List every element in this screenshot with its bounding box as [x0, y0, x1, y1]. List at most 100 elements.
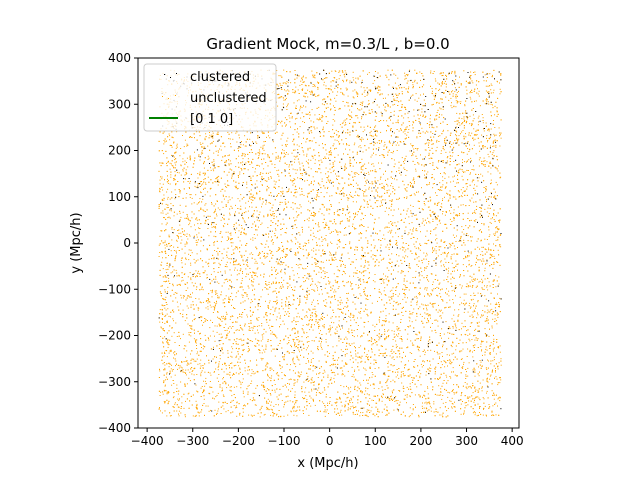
unclustered-point — [363, 326, 365, 328]
unclustered-point — [356, 270, 358, 271]
unclustered-point — [316, 285, 318, 287]
unclustered-point — [394, 82, 396, 84]
unclustered-point — [440, 309, 442, 311]
unclustered-point — [268, 324, 270, 326]
unclustered-point — [163, 143, 165, 145]
unclustered-point — [421, 405, 423, 407]
unclustered-point — [385, 320, 387, 322]
unclustered-point — [220, 219, 222, 221]
unclustered-point — [407, 333, 409, 335]
unclustered-point — [467, 235, 469, 237]
unclustered-point — [222, 217, 223, 219]
unclustered-point — [273, 405, 275, 407]
unclustered-point — [398, 170, 400, 171]
unclustered-point — [486, 373, 488, 375]
unclustered-point — [414, 81, 416, 83]
unclustered-point — [264, 413, 266, 415]
unclustered-point — [374, 181, 376, 183]
unclustered-point — [420, 154, 421, 156]
unclustered-point — [341, 374, 343, 376]
unclustered-point — [444, 141, 445, 143]
unclustered-point — [458, 101, 460, 103]
unclustered-point — [247, 346, 249, 347]
unclustered-point — [339, 296, 341, 298]
unclustered-point — [182, 313, 184, 315]
unclustered-point — [463, 118, 465, 120]
unclustered-point — [234, 267, 236, 269]
unclustered-point — [293, 379, 295, 381]
unclustered-point — [247, 373, 249, 375]
unclustered-point — [461, 328, 462, 330]
unclustered-point — [392, 152, 394, 154]
unclustered-point — [465, 342, 467, 344]
unclustered-point — [386, 381, 388, 383]
unclustered-point — [434, 373, 436, 375]
unclustered-point — [297, 89, 299, 91]
unclustered-point — [434, 367, 436, 369]
unclustered-point — [338, 202, 340, 204]
unclustered-point — [400, 272, 402, 274]
unclustered-point — [357, 402, 359, 404]
unclustered-point — [218, 374, 220, 375]
unclustered-point — [363, 91, 365, 93]
unclustered-point — [368, 277, 370, 279]
unclustered-point — [205, 182, 207, 184]
unclustered-point — [438, 385, 440, 387]
unclustered-point — [241, 316, 243, 318]
unclustered-point — [361, 392, 363, 394]
unclustered-point — [292, 370, 294, 372]
unclustered-point — [321, 313, 322, 315]
unclustered-point — [359, 271, 361, 273]
unclustered-point — [374, 138, 376, 140]
unclustered-point — [441, 75, 443, 77]
unclustered-point — [454, 70, 456, 72]
unclustered-point — [491, 256, 493, 257]
unclustered-point — [284, 82, 286, 84]
unclustered-point — [392, 287, 394, 289]
unclustered-point — [459, 304, 461, 306]
unclustered-point — [471, 276, 473, 278]
unclustered-point — [415, 319, 417, 321]
unclustered-point — [295, 196, 297, 198]
unclustered-point — [409, 386, 411, 388]
unclustered-point — [282, 284, 284, 286]
unclustered-point — [236, 329, 238, 331]
unclustered-point — [485, 190, 487, 192]
unclustered-point — [467, 141, 469, 143]
unclustered-point — [382, 310, 384, 312]
unclustered-point — [391, 182, 393, 184]
unclustered-point — [381, 93, 383, 95]
unclustered-point — [257, 131, 259, 133]
unclustered-point — [424, 351, 426, 353]
unclustered-point — [392, 379, 394, 381]
unclustered-point — [482, 163, 484, 165]
unclustered-point — [415, 168, 417, 170]
unclustered-point — [220, 333, 222, 335]
unclustered-point — [280, 270, 282, 272]
unclustered-point — [200, 350, 202, 352]
unclustered-point — [214, 250, 216, 251]
unclustered-point — [357, 356, 359, 358]
unclustered-point — [271, 331, 273, 333]
unclustered-point — [281, 152, 283, 153]
unclustered-point — [466, 153, 468, 155]
unclustered-point — [215, 294, 217, 295]
unclustered-point — [202, 198, 204, 200]
unclustered-point — [309, 117, 310, 119]
unclustered-point — [367, 321, 369, 323]
unclustered-point — [439, 282, 441, 284]
unclustered-point — [252, 216, 254, 218]
unclustered-point — [412, 277, 414, 278]
unclustered-point — [487, 141, 488, 143]
unclustered-point — [161, 162, 163, 164]
unclustered-point — [351, 261, 353, 263]
unclustered-point — [439, 293, 441, 295]
unclustered-point — [406, 287, 408, 288]
unclustered-point — [373, 384, 375, 386]
unclustered-point — [337, 234, 339, 236]
unclustered-point — [416, 238, 418, 240]
unclustered-point — [204, 385, 206, 387]
unclustered-point — [448, 290, 450, 292]
unclustered-point — [428, 158, 430, 160]
unclustered-point — [444, 241, 446, 243]
